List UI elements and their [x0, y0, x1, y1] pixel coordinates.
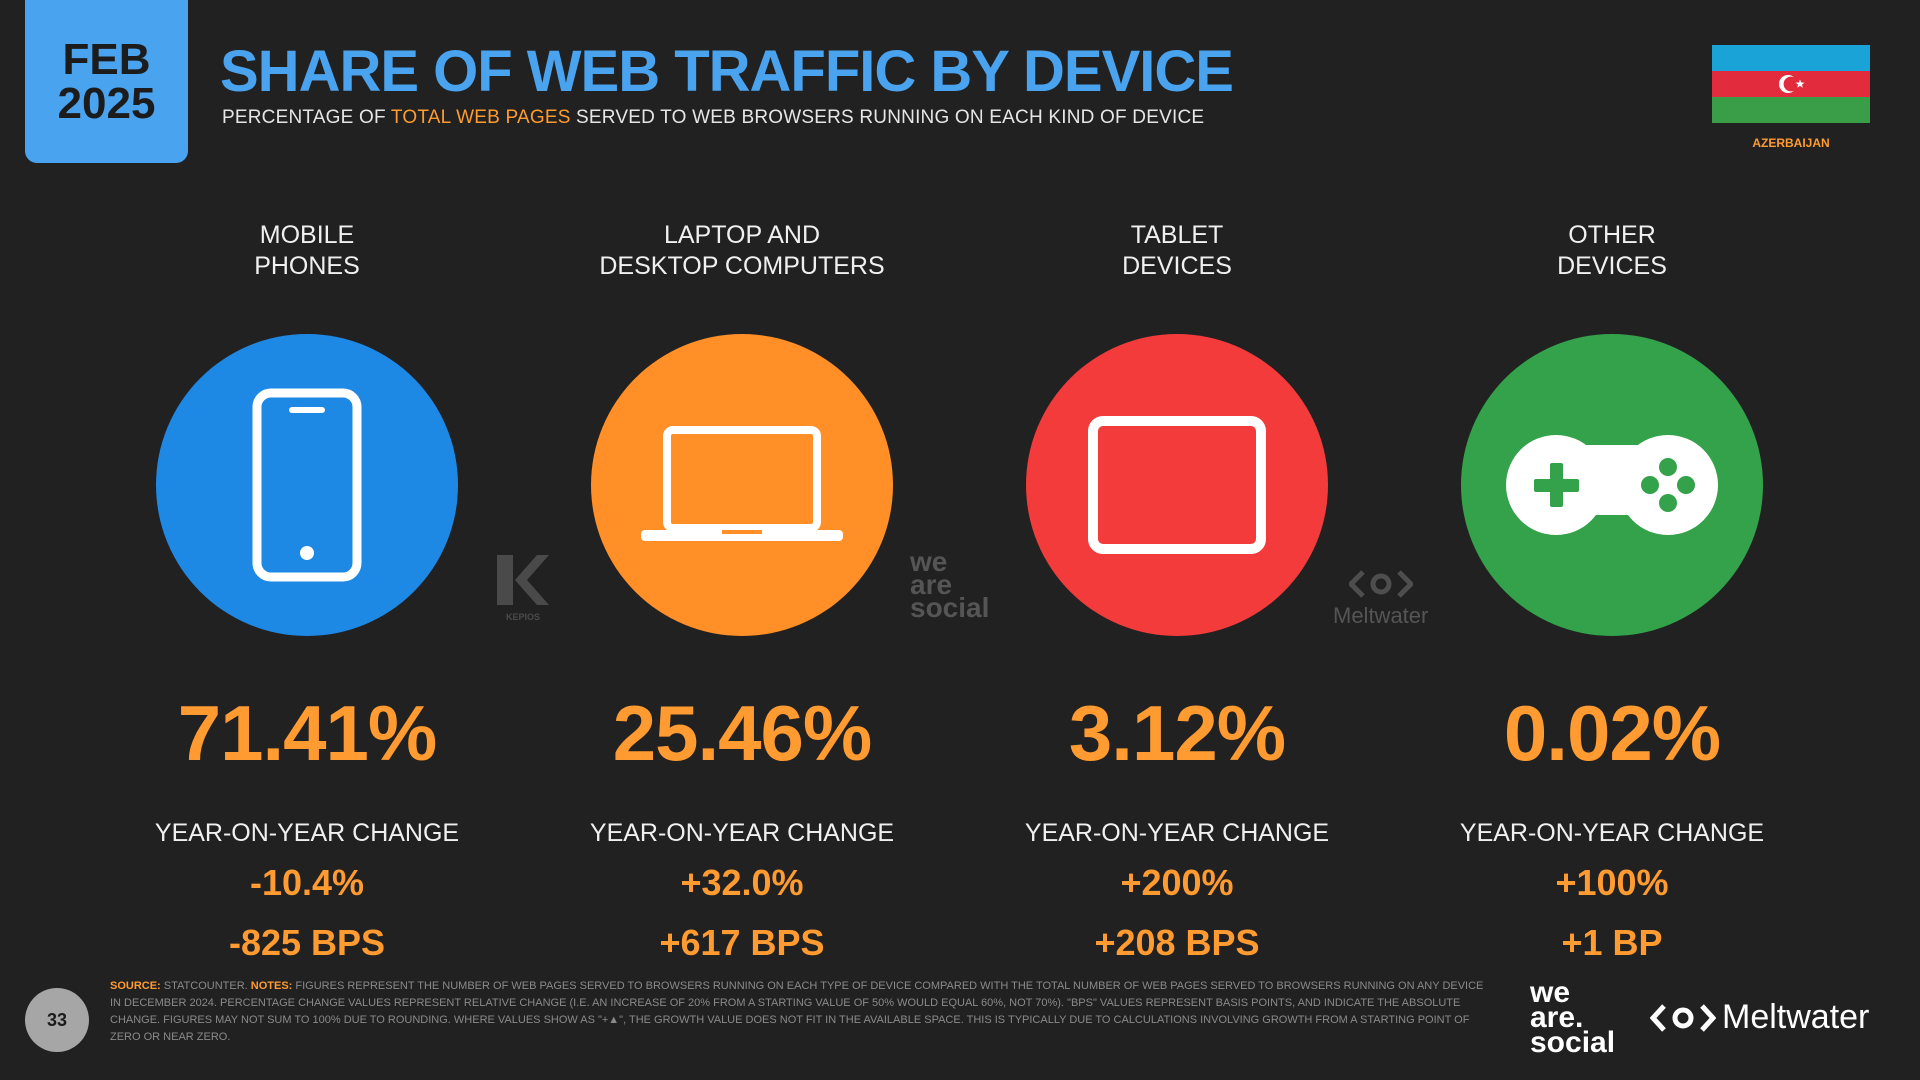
source-text: STATCOUNTER.: [160, 980, 251, 992]
yoy-bps: +208 BPS: [1094, 922, 1260, 963]
footnote: SOURCE: STATCOUNTER. NOTES: FIGURES REPR…: [110, 978, 1490, 1046]
notes-label: NOTES:: [250, 980, 293, 992]
yoy-bps: +617 BPS: [659, 922, 825, 963]
azerbaijan-flag-icon: [1712, 45, 1870, 123]
device-label-line1: OTHER: [1568, 221, 1656, 249]
badge-year: 2025: [57, 78, 156, 128]
device-label-line1: LAPTOP AND: [663, 221, 821, 249]
country-label: AZERBAIJAN: [1752, 136, 1830, 150]
logo-was-line1: we: [1530, 976, 1571, 1009]
gamepad-icon: [1506, 435, 1718, 535]
badge-month: FEB: [62, 34, 151, 84]
yoy-label: YEAR-ON-YEAR CHANGE: [589, 819, 895, 847]
page-title: SHARE OF WEB TRAFFIC BY DEVICE: [220, 39, 1234, 104]
device-circle: [1461, 334, 1763, 636]
wm-was-line2: are: [910, 569, 953, 600]
subtitle-post: SERVED TO WEB BROWSERS RUNNING ON EACH K…: [570, 107, 1205, 128]
device-label-line1: TABLET: [1130, 221, 1224, 249]
source-label: SOURCE:: [110, 980, 161, 992]
notes-text: FIGURES REPRESENT THE NUMBER OF WEB PAGE…: [110, 980, 1484, 1043]
wm-was-line3: social: [910, 592, 990, 623]
device-share: 0.02%: [1503, 689, 1721, 777]
yoy-percent: +200%: [1120, 862, 1234, 903]
device-share: 25.46%: [612, 689, 873, 777]
meltwater-logo-icon: [1347, 570, 1415, 598]
yoy-percent: +100%: [1555, 862, 1669, 903]
yoy-bps: +1 BP: [1561, 922, 1663, 963]
we-are-social-watermark: we are social: [910, 546, 990, 623]
tablet-icon: [1088, 416, 1266, 554]
device-column-tablet: TABLET DEVICES 3.12% YEAR-ON-YEAR CHANGE…: [967, 220, 1387, 964]
page-number: 33: [25, 988, 89, 1052]
meltwater-watermark: Meltwater: [1333, 570, 1428, 629]
device-label: LAPTOP AND DESKTOP COMPUTERS: [532, 220, 952, 282]
device-circle: [591, 334, 893, 636]
device-label-line1: MOBILE: [259, 221, 355, 249]
page-subtitle: PERCENTAGE OF TOTAL WEB PAGES SERVED TO …: [222, 107, 1204, 129]
meltwater-mark-icon: [1650, 1003, 1716, 1032]
logo-was-line3: social: [1530, 1026, 1616, 1059]
device-share: 3.12%: [1068, 689, 1286, 777]
device-label: TABLET DEVICES: [967, 220, 1387, 282]
subtitle-highlight: TOTAL WEB PAGES: [390, 107, 571, 128]
device-label: MOBILE PHONES: [97, 220, 517, 282]
wm-was-line1: we: [910, 546, 948, 577]
device-label-line2: DEVICES: [1557, 252, 1667, 280]
mobile-phone-icon: [252, 388, 362, 582]
date-badge: FEB 2025: [25, 0, 188, 163]
kepios-logo-icon: [497, 555, 549, 605]
device-share: 71.41%: [177, 689, 438, 777]
laptop-icon: [641, 426, 843, 541]
device-label-line2: DEVICES: [1122, 252, 1232, 280]
yoy-bps: -825 BPS: [228, 922, 386, 963]
subtitle-pre: PERCENTAGE OF: [222, 107, 391, 128]
yoy-label: YEAR-ON-YEAR CHANGE: [1459, 819, 1765, 847]
device-label-line2: PHONES: [254, 252, 360, 280]
device-label: OTHER DEVICES: [1402, 220, 1822, 282]
we-are-social-logo: we are. social: [1530, 976, 1616, 1059]
device-column-mobile: MOBILE PHONES 71.41% YEAR-ON-YEAR CHANGE…: [97, 220, 517, 964]
meltwater-wm-label: Meltwater: [1333, 603, 1429, 628]
device-circle: [156, 334, 458, 636]
meltwater-logo: Meltwater: [1650, 998, 1869, 1037]
yoy-label: YEAR-ON-YEAR CHANGE: [1024, 819, 1330, 847]
kepios-label: KEPIOS: [505, 612, 540, 622]
yoy-percent: -10.4%: [249, 862, 365, 903]
device-column-laptop: LAPTOP AND DESKTOP COMPUTERS 25.46% YEAR…: [532, 220, 952, 964]
meltwater-logo-label: Meltwater: [1722, 998, 1870, 1036]
device-label-line2: DESKTOP COMPUTERS: [599, 252, 885, 280]
logo-was-line2: are.: [1530, 1001, 1584, 1034]
device-column-other: OTHER DEVICES 0.02% YEAR-ON-YEAR CHANGE …: [1402, 220, 1822, 964]
kepios-watermark: KEPIOS: [497, 555, 549, 622]
yoy-percent: +32.0%: [680, 862, 804, 903]
yoy-label: YEAR-ON-YEAR CHANGE: [154, 819, 460, 847]
device-circle: [1026, 334, 1328, 636]
